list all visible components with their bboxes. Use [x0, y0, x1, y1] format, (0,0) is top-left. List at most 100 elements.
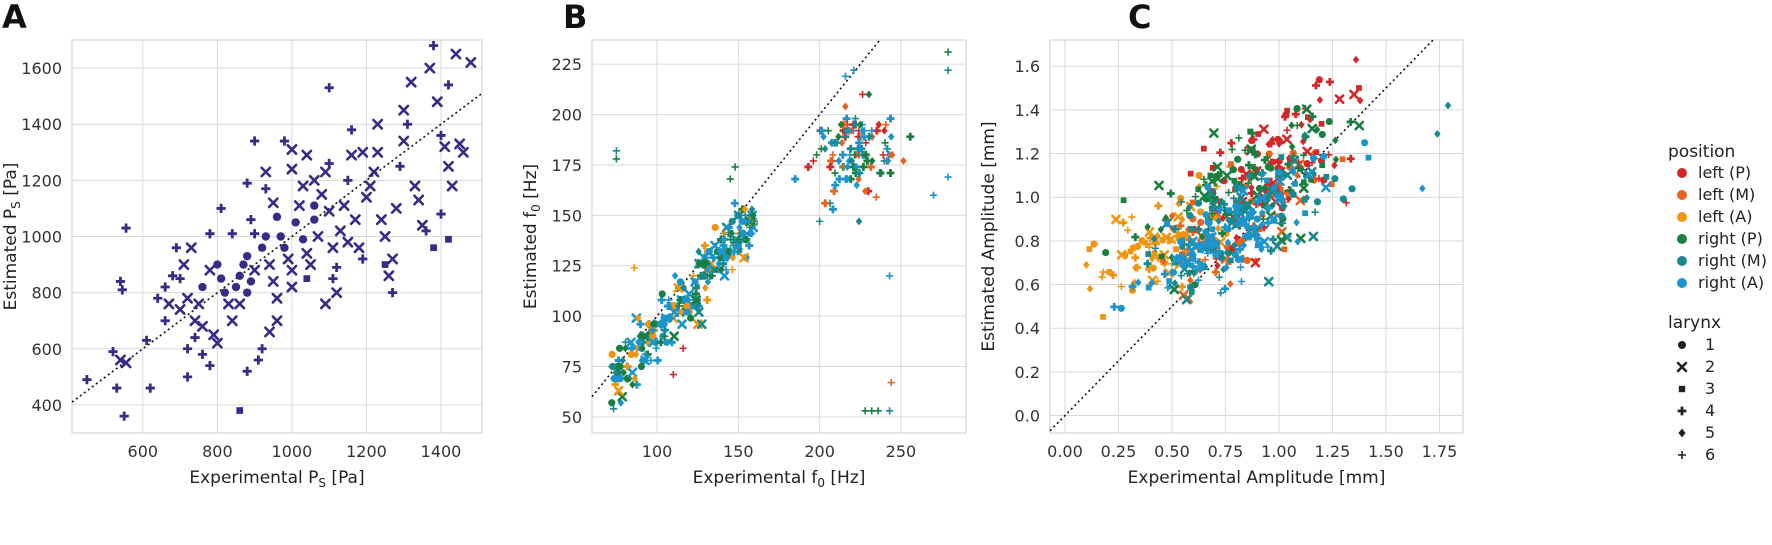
- data-point: [205, 361, 215, 371]
- data-point: [708, 272, 716, 280]
- data-point: [205, 229, 215, 239]
- data-point: [649, 332, 657, 340]
- data-point: [679, 344, 687, 352]
- data-point: [1284, 233, 1292, 241]
- data-point: [882, 121, 890, 129]
- data-point: [704, 277, 712, 286]
- data-point: [1267, 246, 1275, 255]
- data-point: [1285, 194, 1292, 203]
- data-point: [838, 150, 847, 159]
- data-point: [1269, 135, 1276, 144]
- data-point: [445, 235, 452, 243]
- data-point: [861, 407, 869, 415]
- data-point: [1233, 208, 1240, 215]
- data-point: [1148, 254, 1156, 263]
- data-point: [1229, 166, 1238, 174]
- data-point: [844, 126, 853, 135]
- y-tick-label: 1.0: [1015, 188, 1040, 207]
- data-point: [357, 146, 369, 158]
- data-point: [1250, 257, 1261, 268]
- data-point: [1221, 223, 1230, 232]
- data-point: [1181, 294, 1192, 305]
- data-point: [305, 259, 317, 271]
- data-point: [312, 231, 324, 242]
- data-point: [1222, 170, 1232, 181]
- data-point: [301, 247, 313, 259]
- data-point: [608, 399, 616, 407]
- data-point: [831, 181, 840, 190]
- data-point: [1419, 184, 1426, 193]
- data-point: [855, 217, 863, 226]
- data-point: [1250, 163, 1259, 172]
- data-point: [308, 174, 320, 186]
- data-point: [1120, 197, 1127, 204]
- data-point: [1134, 278, 1142, 287]
- data-point: [196, 320, 208, 332]
- data-point: [720, 235, 729, 244]
- data-point: [364, 180, 376, 192]
- legend-larynx-label: 1: [1705, 335, 1715, 354]
- data-point: [837, 120, 845, 129]
- data-point: [660, 326, 668, 334]
- y-axis-label: Estimated f0 [Hz]: [521, 164, 543, 309]
- data-point: [1168, 212, 1176, 220]
- data-point: [261, 184, 271, 194]
- data-point: [1293, 121, 1301, 130]
- data-point: [1083, 260, 1090, 269]
- data-point: [1270, 216, 1278, 224]
- data-point: [1267, 164, 1275, 172]
- data-point: [623, 362, 631, 371]
- data-point: [220, 288, 230, 297]
- data-point: [286, 281, 298, 293]
- data-point: [691, 295, 702, 305]
- data-point: [1186, 212, 1194, 220]
- data-point: [1213, 182, 1221, 190]
- data-point: [286, 143, 298, 155]
- data-point: [1308, 176, 1315, 183]
- data-point: [1316, 95, 1324, 104]
- data-point: [1224, 238, 1232, 247]
- data-point: [731, 163, 739, 171]
- data-point: [812, 151, 821, 159]
- data-point: [280, 243, 289, 252]
- data-point: [1188, 289, 1195, 295]
- data-point: [1183, 270, 1192, 278]
- x-tick-label: 1000: [272, 442, 313, 461]
- data-point: [1313, 125, 1321, 134]
- data-point: [1171, 224, 1180, 233]
- data-point: [1243, 256, 1251, 265]
- data-point: [1288, 121, 1295, 130]
- data-point: [1204, 249, 1212, 257]
- data-point: [1237, 263, 1245, 271]
- data-point: [1207, 172, 1214, 179]
- data-point: [327, 242, 339, 254]
- data-point: [319, 166, 331, 178]
- data-point: [722, 254, 730, 262]
- data-point: [1086, 246, 1093, 252]
- data-point: [1208, 128, 1219, 139]
- data-point: [887, 379, 895, 387]
- data-point: [1278, 212, 1286, 220]
- data-point: [630, 264, 638, 272]
- data-point: [1265, 140, 1272, 149]
- data-point: [1176, 221, 1185, 230]
- data-point: [702, 283, 709, 292]
- data-point: [1205, 233, 1213, 241]
- data-point: [121, 223, 131, 233]
- data-point: [1284, 107, 1290, 114]
- data-point: [944, 173, 952, 181]
- y-tick-label: 1400: [21, 115, 62, 134]
- data-point: [114, 354, 126, 366]
- data-point: [430, 244, 437, 252]
- data-point: [182, 372, 193, 382]
- data-point: [1106, 269, 1113, 275]
- data-point: [1298, 183, 1309, 194]
- data-point: [1331, 175, 1339, 183]
- data-point: [1099, 268, 1107, 276]
- data-point: [862, 139, 870, 147]
- data-point: [1154, 180, 1164, 191]
- y-axis-label: Estimated PS [Pa]: [1, 163, 23, 311]
- data-point: [1237, 165, 1245, 174]
- x-tick-label: 1.25: [1315, 442, 1351, 461]
- data-point: [842, 102, 849, 111]
